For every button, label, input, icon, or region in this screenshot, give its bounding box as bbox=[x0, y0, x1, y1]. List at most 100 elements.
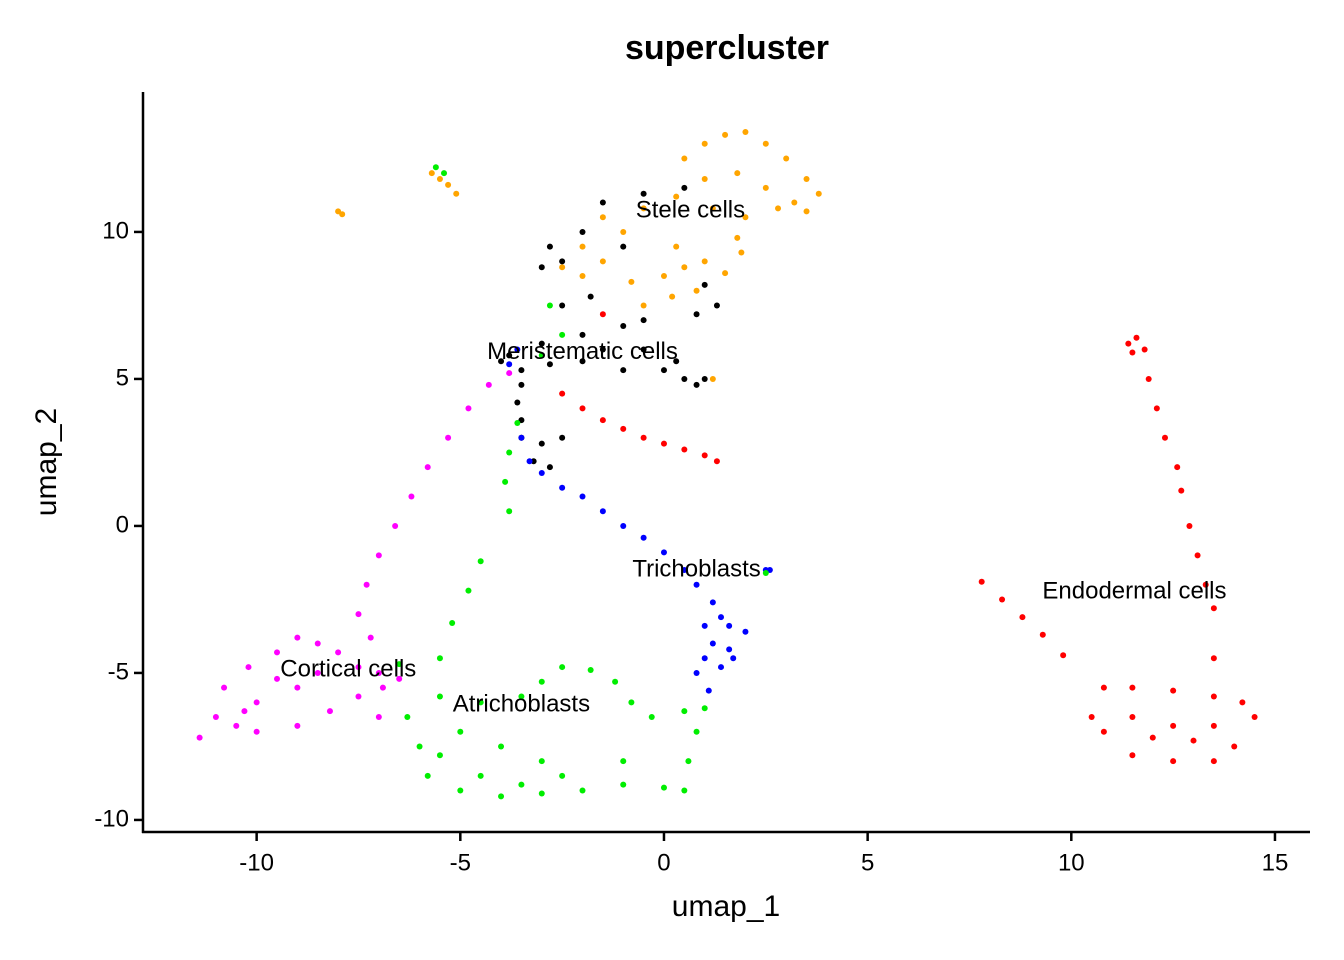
point bbox=[579, 787, 586, 794]
point bbox=[730, 655, 737, 662]
point bbox=[1202, 581, 1209, 588]
point bbox=[212, 714, 219, 721]
point bbox=[673, 358, 680, 365]
point bbox=[693, 311, 700, 318]
point bbox=[1210, 605, 1217, 612]
point bbox=[559, 258, 566, 265]
point bbox=[477, 558, 484, 565]
point bbox=[294, 722, 301, 729]
point bbox=[559, 302, 566, 309]
point bbox=[1194, 552, 1201, 559]
point bbox=[803, 176, 810, 183]
point bbox=[477, 699, 484, 706]
point bbox=[1190, 737, 1197, 744]
point bbox=[681, 155, 688, 162]
x-tick-label: 15 bbox=[1262, 849, 1289, 876]
point bbox=[734, 170, 741, 177]
point bbox=[709, 205, 716, 212]
point bbox=[709, 375, 716, 382]
point bbox=[465, 587, 472, 594]
point bbox=[436, 176, 443, 183]
point bbox=[1170, 758, 1177, 765]
point bbox=[1133, 334, 1140, 341]
point bbox=[742, 214, 749, 221]
point bbox=[791, 199, 798, 206]
point bbox=[518, 367, 525, 374]
point bbox=[726, 622, 733, 629]
point bbox=[1141, 346, 1148, 353]
point bbox=[701, 452, 708, 459]
point bbox=[559, 434, 566, 441]
point bbox=[1060, 652, 1067, 659]
point bbox=[713, 302, 720, 309]
cluster-label: Meristematic cells bbox=[487, 338, 678, 365]
point bbox=[424, 464, 431, 471]
point bbox=[355, 611, 362, 618]
point bbox=[428, 170, 435, 177]
point bbox=[620, 367, 627, 374]
point bbox=[1129, 684, 1136, 691]
point bbox=[640, 534, 647, 541]
point bbox=[681, 446, 688, 453]
point bbox=[241, 708, 248, 715]
point bbox=[978, 578, 985, 585]
point bbox=[538, 264, 545, 271]
point bbox=[718, 664, 725, 671]
point bbox=[514, 420, 521, 427]
point bbox=[620, 781, 627, 788]
point bbox=[579, 228, 586, 235]
point bbox=[436, 655, 443, 662]
point bbox=[681, 708, 688, 715]
point bbox=[506, 370, 513, 377]
point bbox=[498, 358, 505, 365]
point bbox=[546, 464, 553, 471]
point bbox=[1145, 375, 1152, 382]
point bbox=[436, 693, 443, 700]
y-tick-label: -5 bbox=[108, 658, 129, 685]
point bbox=[579, 493, 586, 500]
point bbox=[815, 190, 822, 197]
chart-title: supercluster bbox=[625, 29, 829, 67]
point bbox=[599, 311, 606, 318]
point bbox=[599, 346, 606, 353]
point bbox=[660, 549, 667, 556]
point bbox=[803, 208, 810, 215]
point bbox=[546, 243, 553, 250]
point bbox=[538, 758, 545, 765]
point bbox=[701, 176, 708, 183]
point bbox=[722, 270, 729, 277]
point bbox=[441, 170, 448, 177]
point bbox=[559, 484, 566, 491]
point bbox=[1039, 631, 1046, 638]
point bbox=[1210, 693, 1217, 700]
point bbox=[628, 278, 635, 285]
point bbox=[1178, 487, 1185, 494]
point bbox=[355, 693, 362, 700]
cluster-label: Stele cells bbox=[636, 197, 745, 224]
point bbox=[506, 361, 513, 368]
point bbox=[640, 317, 647, 324]
point bbox=[253, 728, 260, 735]
point bbox=[599, 199, 606, 206]
point bbox=[599, 214, 606, 221]
point bbox=[669, 293, 676, 300]
point bbox=[436, 752, 443, 759]
point bbox=[762, 569, 769, 576]
point bbox=[1210, 655, 1217, 662]
point bbox=[742, 628, 749, 635]
point bbox=[783, 155, 790, 162]
point bbox=[1153, 405, 1160, 412]
point bbox=[1019, 614, 1026, 621]
point bbox=[408, 493, 415, 500]
point bbox=[518, 381, 525, 388]
point bbox=[620, 228, 627, 235]
point bbox=[506, 508, 513, 515]
point bbox=[449, 619, 456, 626]
point bbox=[314, 669, 321, 676]
point bbox=[1125, 340, 1132, 347]
point bbox=[620, 323, 627, 330]
point bbox=[502, 478, 509, 485]
x-axis-label: umap_1 bbox=[672, 890, 780, 923]
point bbox=[416, 743, 423, 750]
point bbox=[620, 243, 627, 250]
